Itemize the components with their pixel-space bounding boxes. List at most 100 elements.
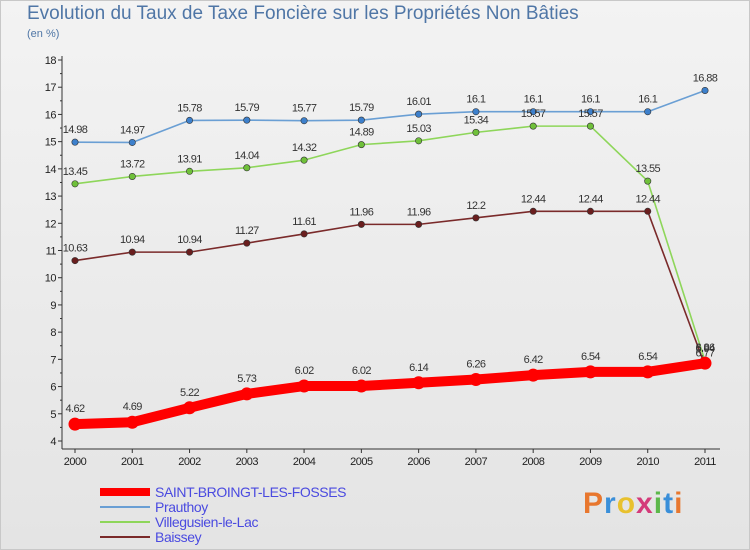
series-line bbox=[70, 358, 710, 430]
data-label: 10.63 bbox=[63, 243, 88, 255]
data-point bbox=[472, 128, 480, 136]
data-point bbox=[300, 230, 308, 238]
data-point bbox=[240, 387, 254, 401]
legend-label: Villegusien-le-Lac bbox=[155, 513, 259, 530]
data-point bbox=[412, 376, 426, 390]
data-label: 15.79 bbox=[235, 102, 260, 114]
legend-label: SAINT-BROINGT-LES-FOSSES bbox=[155, 483, 347, 500]
logo-letter: i bbox=[653, 487, 664, 520]
data-label: 16.1 bbox=[466, 94, 485, 106]
data-point bbox=[644, 108, 652, 116]
x-tick-label: 2004 bbox=[293, 456, 316, 468]
data-point bbox=[183, 401, 197, 415]
data-label: 4.69 bbox=[123, 401, 142, 413]
y-tick-label: 11 bbox=[46, 246, 57, 258]
data-point bbox=[472, 108, 480, 116]
data-label: 15.57 bbox=[521, 108, 546, 120]
data-point bbox=[701, 86, 709, 94]
data-point bbox=[186, 167, 194, 175]
data-point bbox=[186, 248, 194, 256]
data-label: 10.94 bbox=[177, 234, 202, 246]
y-tick-label: 15 bbox=[45, 137, 57, 149]
x-tick-label: 2006 bbox=[407, 456, 430, 468]
legend-swatch bbox=[100, 487, 150, 496]
data-label: 6.14 bbox=[409, 362, 428, 374]
y-tick-label: 17 bbox=[45, 82, 57, 94]
data-label: 4.62 bbox=[65, 403, 84, 415]
data-point bbox=[128, 138, 136, 146]
y-tick-label: 6 bbox=[50, 382, 56, 394]
legend-label: Prauthoy bbox=[155, 498, 208, 515]
legend-swatch bbox=[100, 535, 150, 538]
data-label: 15.57 bbox=[578, 108, 603, 120]
data-label: 14.98 bbox=[63, 124, 88, 136]
data-label: 16.88 bbox=[693, 72, 718, 84]
data-point bbox=[71, 180, 79, 188]
legend-item-baissey: Baissey bbox=[100, 529, 346, 545]
data-label: 16.1 bbox=[638, 94, 657, 106]
data-point bbox=[128, 248, 136, 256]
data-point bbox=[125, 415, 139, 429]
data-label: 16.1 bbox=[581, 94, 600, 106]
data-point bbox=[415, 220, 423, 228]
data-point bbox=[243, 239, 251, 247]
logo-letter: x bbox=[636, 487, 654, 520]
data-label: 15.77 bbox=[292, 103, 317, 115]
unit-label: (en %) bbox=[27, 28, 60, 40]
data-point bbox=[586, 122, 594, 130]
data-label: 14.32 bbox=[292, 142, 317, 154]
y-tick-label: 7 bbox=[50, 354, 56, 366]
data-label: 12.2 bbox=[466, 200, 485, 212]
data-point bbox=[415, 137, 423, 145]
data-label: 12.44 bbox=[521, 193, 546, 205]
logo-letter: i bbox=[674, 487, 684, 520]
data-label: 15.03 bbox=[406, 123, 431, 135]
data-label: 14.97 bbox=[120, 124, 145, 136]
y-tick-label: 12 bbox=[45, 218, 57, 230]
data-label: 6.54 bbox=[581, 351, 600, 363]
data-point bbox=[357, 141, 365, 149]
data-point bbox=[186, 116, 194, 124]
x-tick-label: 2005 bbox=[350, 456, 373, 468]
series-line bbox=[74, 125, 706, 362]
x-tick-label: 2010 bbox=[636, 456, 659, 468]
axes: 4 5 6 7 8 9 10 11 12 13 14 15 16 17 18 2000 2001 2002 2003… bbox=[45, 55, 720, 468]
data-point bbox=[586, 108, 594, 116]
data-label: 15.34 bbox=[464, 114, 489, 126]
data-label: 6.77 bbox=[695, 348, 714, 360]
logo-letter: o bbox=[616, 487, 637, 520]
data-point bbox=[472, 214, 480, 222]
data-point bbox=[68, 417, 82, 431]
x-tick-label: 2011 bbox=[694, 456, 716, 468]
data-point bbox=[586, 207, 594, 215]
data-label: 11.61 bbox=[292, 216, 316, 228]
chart-title: Evolution du Taux de Taxe Foncière sur l… bbox=[27, 3, 579, 24]
series-line bbox=[74, 89, 706, 144]
data-point bbox=[644, 177, 652, 185]
data-point bbox=[641, 365, 655, 379]
data-label: 15.78 bbox=[177, 102, 202, 114]
data-point bbox=[698, 356, 712, 370]
series-lines bbox=[68, 86, 712, 431]
y-tick-label: 8 bbox=[50, 327, 56, 339]
data-point bbox=[469, 372, 483, 386]
x-tick-label: 2000 bbox=[64, 456, 87, 468]
data-label: 14.89 bbox=[349, 127, 374, 139]
legend-item-villegusien: Villegusien-le-Lac bbox=[100, 513, 346, 530]
logo-letter: P bbox=[583, 487, 605, 520]
y-tick-label: 5 bbox=[50, 409, 56, 421]
legend-item-prauthoy: Prauthoy bbox=[100, 498, 346, 515]
data-label: 6.54 bbox=[638, 351, 657, 363]
y-tick-label: 13 bbox=[45, 191, 57, 203]
legend-item-saint-broingt: SAINT-BROINGT-LES-FOSSES bbox=[100, 483, 347, 500]
data-label: 6.02 bbox=[295, 365, 314, 377]
x-tick-label: 2002 bbox=[178, 456, 201, 468]
data-label: 11.96 bbox=[350, 206, 374, 218]
data-label: 12.44 bbox=[578, 193, 603, 205]
data-label: 11.27 bbox=[235, 225, 259, 237]
legend: SAINT-BROINGT-LES-FOSSES Prauthoy Villeg… bbox=[100, 483, 347, 545]
data-point bbox=[357, 220, 365, 228]
data-point bbox=[300, 156, 308, 164]
